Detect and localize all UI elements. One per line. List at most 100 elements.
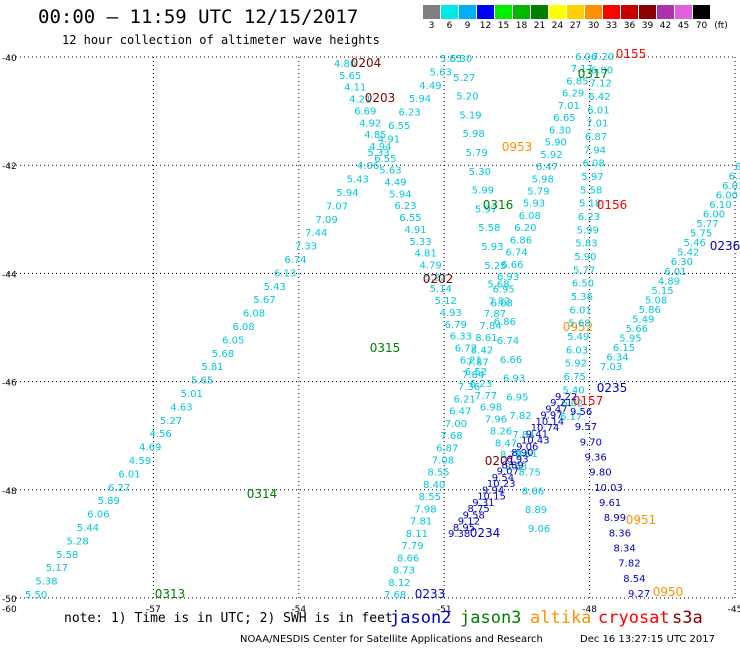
wave-height-label: 4.94: [369, 142, 391, 153]
wave-height-label: 6.23: [399, 108, 421, 119]
wave-height-label: 7.17: [571, 64, 593, 75]
timestamp-text: Dec 16 13:27:15 UTC 2017: [580, 634, 715, 645]
pass-time-label: 0313: [155, 587, 186, 601]
scale-swatch: [459, 5, 476, 19]
wave-height-label: 6.74: [506, 248, 528, 259]
wave-height-label: 6.95: [506, 392, 528, 403]
wave-height-label: 7.94: [584, 145, 606, 156]
wave-height-label: 4.06: [357, 161, 379, 172]
wave-height-label: 7.09: [316, 215, 338, 226]
wave-height-label: 8.40: [423, 480, 445, 491]
wave-height-label: 4.59: [129, 456, 151, 467]
wave-height-label: 6.15: [613, 343, 635, 354]
wave-height-label: 5.68: [568, 319, 590, 330]
scale-label: 18: [515, 21, 528, 31]
wave-height-label: 9.70: [580, 437, 602, 448]
wave-height-label: 5.90: [545, 138, 567, 149]
wave-height-label: 6.21: [460, 355, 482, 366]
wave-height-label: 6.65: [553, 113, 575, 124]
wave-height-label: 8.42: [471, 346, 493, 357]
axis-ticks: -57 -54 -51 -48 -45 -40 -42 -44 -46 -48 -50-60: [2, 54, 740, 615]
scale-label: 15: [497, 21, 510, 31]
wave-height-label: 6.87: [585, 132, 607, 143]
wave-height-label: 6.55: [374, 154, 396, 165]
wave-height-label: 6.01: [570, 305, 592, 316]
wave-height-label: 8.99: [604, 513, 626, 524]
scale-swatch: [603, 5, 620, 19]
wave-height-label: 5.38: [35, 577, 57, 588]
wave-height-label: 5.42: [677, 248, 699, 259]
wave-height-label: 4.91: [378, 134, 400, 145]
wave-height-label: 5.22: [425, 272, 447, 283]
wave-height-label: 6.51: [735, 162, 740, 173]
pass-time-label: 0952: [563, 320, 594, 334]
wave-height-label: 5.33: [409, 237, 431, 248]
scale-swatch: [639, 5, 656, 19]
scale-swatch: [423, 5, 440, 19]
wave-height-label: 5.92: [565, 359, 587, 370]
wave-height-label: 7.84: [512, 430, 534, 441]
wave-height-label: 7.79: [401, 541, 423, 552]
wave-height-label: 6.20: [514, 223, 536, 234]
pass-time-label: 0315: [370, 341, 401, 355]
wave-height-label: 6.02: [561, 399, 583, 410]
wave-height-label: 6.80: [591, 65, 613, 76]
wave-height-label: 5.14: [430, 284, 452, 295]
wave-height-label: 7.68: [440, 431, 462, 442]
wave-height-label: 5.77: [573, 265, 595, 276]
pass-time-label: 0234: [470, 526, 501, 540]
wave-height-label: 6.21: [454, 394, 476, 405]
wave-height-label: 6.30: [549, 125, 571, 136]
wave-height-label: 8.36: [609, 528, 631, 539]
wave-height-label: 9.97: [540, 411, 562, 422]
wave-height-label: 9.36: [585, 453, 607, 464]
scale-label: 70: [695, 21, 708, 31]
wave-height-label: 9.21: [550, 398, 572, 409]
wave-height-label: 7.77: [475, 391, 497, 402]
wave-height-label: 5.94: [389, 189, 411, 200]
scale-swatch: [585, 5, 602, 19]
wave-height-label: 6.98: [480, 403, 502, 414]
scale-label: 27: [569, 21, 582, 31]
wave-height-label: 4.93: [440, 308, 462, 319]
wave-height-label: 6.17: [560, 412, 582, 423]
wave-height-label: 5.68: [212, 349, 234, 360]
wave-height-label: 8.26: [490, 426, 512, 437]
wave-height-label: 9.80: [589, 468, 611, 479]
wave-height-label: 8.63: [505, 462, 527, 473]
wave-height-label: 6.10: [709, 200, 731, 211]
wave-height-label: 7.81: [410, 517, 432, 528]
wave-height-label: 6.52: [465, 367, 487, 378]
wave-height-label: 4.81: [415, 249, 437, 260]
wave-height-label: 7.98: [414, 504, 436, 515]
scale-swatch: [531, 5, 548, 19]
wave-height-label: 9.94: [482, 485, 504, 496]
wave-height-label: 8.34: [614, 544, 636, 555]
wave-height-label: 7.36: [458, 382, 480, 393]
pass-time-label: 0235: [597, 381, 628, 395]
wave-height-label: 6.93: [506, 454, 528, 465]
wave-height-label: 7.84: [462, 370, 484, 381]
wave-height-label: 6.93: [503, 374, 525, 385]
wave-height-label: 4.91: [404, 225, 426, 236]
wave-height-label: 5.30: [469, 167, 491, 178]
wave-height-label: 5.90: [574, 252, 596, 263]
wave-height-label: 6.66: [500, 355, 522, 366]
scale-swatch: [495, 5, 512, 19]
wave-height-label: 6.08: [519, 211, 541, 222]
pass-time-label: 0233: [415, 587, 446, 601]
lon-tick-label: -45: [728, 605, 740, 615]
wave-height-label: 5.99: [577, 225, 599, 236]
wave-height-label: 5.15: [651, 286, 673, 297]
wave-height-label: 5.66: [626, 324, 648, 335]
pass-time-label: 0156: [597, 198, 628, 212]
wave-height-label: 7.44: [305, 228, 327, 239]
wave-height-label: 6.55: [388, 121, 410, 132]
wave-height-label: 8.55: [427, 468, 449, 479]
wave-height-label: 4.85: [364, 130, 386, 141]
lon-tick-label: -51: [437, 605, 452, 615]
wave-height-label: 9.22: [555, 392, 577, 403]
wave-height-label: 8.54: [623, 574, 645, 585]
scale-label: 45: [677, 21, 690, 31]
wave-height-label: 4.49: [384, 178, 406, 189]
